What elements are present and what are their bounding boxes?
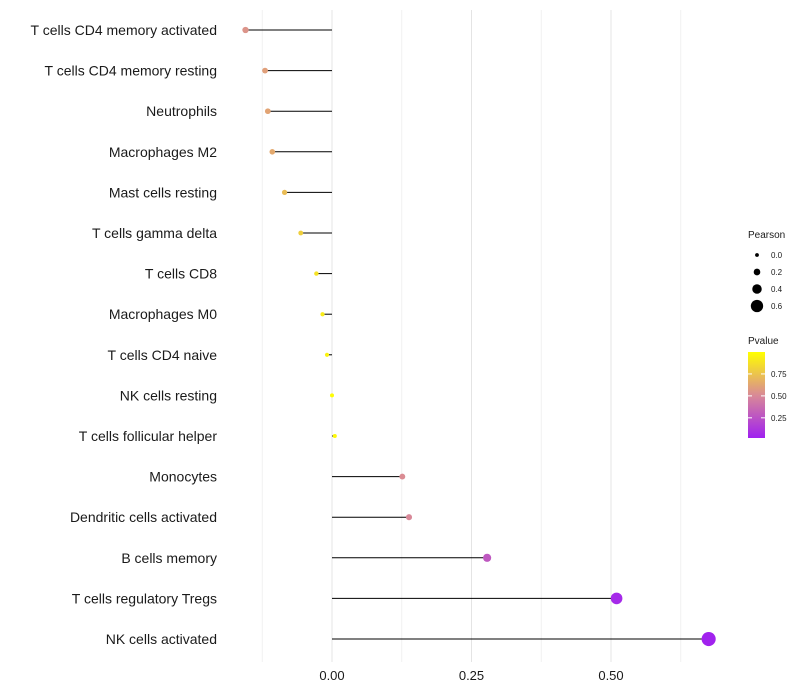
- points: [242, 26, 716, 647]
- data-point: [242, 26, 249, 34]
- category-label: T cells regulatory Tregs: [72, 590, 217, 606]
- category-label: T cells follicular helper: [79, 428, 218, 444]
- category-label: Mast cells resting: [109, 184, 217, 200]
- color-legend-label: 0.50: [771, 392, 787, 401]
- size-legend-keys: 0.0 0.2 0.4 0.6: [750, 251, 783, 313]
- data-point: [269, 148, 276, 155]
- color-legend-label: 0.75: [771, 370, 787, 379]
- category-label: T cells CD4 memory resting: [45, 63, 217, 79]
- data-point: [330, 393, 334, 398]
- category-label: Neutrophils: [146, 103, 217, 119]
- data-point: [405, 514, 413, 521]
- data-point: [701, 631, 716, 647]
- category-label: T cells CD4 naive: [108, 347, 218, 363]
- color-legend-title: Pvalue: [748, 336, 779, 347]
- category-label: NK cells activated: [106, 631, 217, 647]
- category-label: Macrophages M0: [109, 306, 217, 322]
- x-tick-label: 0.00: [319, 668, 344, 683]
- data-point: [610, 592, 623, 605]
- data-point: [320, 312, 325, 317]
- data-point: [399, 473, 406, 480]
- data-point: [264, 108, 271, 115]
- legend: Pearson 0.0 0.2 0.4 0.6 Pvalue 0.75 0.50 0.25: [748, 230, 787, 438]
- color-legend-label: 0.25: [771, 414, 787, 423]
- grid-lines: [261, 10, 682, 662]
- category-label: NK cells resting: [120, 387, 217, 403]
- category-label: T cells gamma delta: [92, 225, 217, 241]
- size-legend-label: 0.0: [771, 251, 783, 260]
- data-point: [298, 230, 304, 236]
- category-label: B cells memory: [121, 550, 217, 566]
- size-legend-dot: [752, 284, 762, 294]
- data-point: [281, 189, 288, 196]
- data-point: [262, 67, 268, 74]
- size-legend-title: Pearson: [748, 230, 785, 241]
- data-point: [314, 271, 319, 276]
- size-legend-label: 0.2: [771, 268, 783, 277]
- stems: [245, 29, 709, 640]
- x-axis-ticks: 0.00 0.25 0.50: [319, 668, 623, 683]
- category-label: T cells CD8: [145, 266, 217, 282]
- color-legend-bar: [748, 352, 765, 438]
- x-tick-label: 0.25: [459, 668, 484, 683]
- size-legend-label: 0.4: [771, 285, 783, 294]
- size-legend-dot: [753, 268, 761, 276]
- x-tick-label: 0.50: [598, 668, 623, 683]
- size-legend-label: 0.6: [771, 302, 783, 311]
- category-label: Macrophages M2: [109, 144, 217, 160]
- category-label: T cells CD4 memory activated: [31, 22, 217, 38]
- data-point: [332, 433, 337, 439]
- data-point: [483, 553, 492, 562]
- category-label: Dendritic cells activated: [70, 509, 217, 525]
- size-legend-dot: [750, 299, 764, 313]
- size-legend-dot: [755, 253, 759, 257]
- data-point: [324, 352, 330, 357]
- color-legend-keys: 0.75 0.50 0.25: [748, 370, 787, 423]
- category-labels: T cells CD4 memory activated T cells CD4 …: [31, 22, 218, 647]
- category-label: Monocytes: [149, 469, 217, 485]
